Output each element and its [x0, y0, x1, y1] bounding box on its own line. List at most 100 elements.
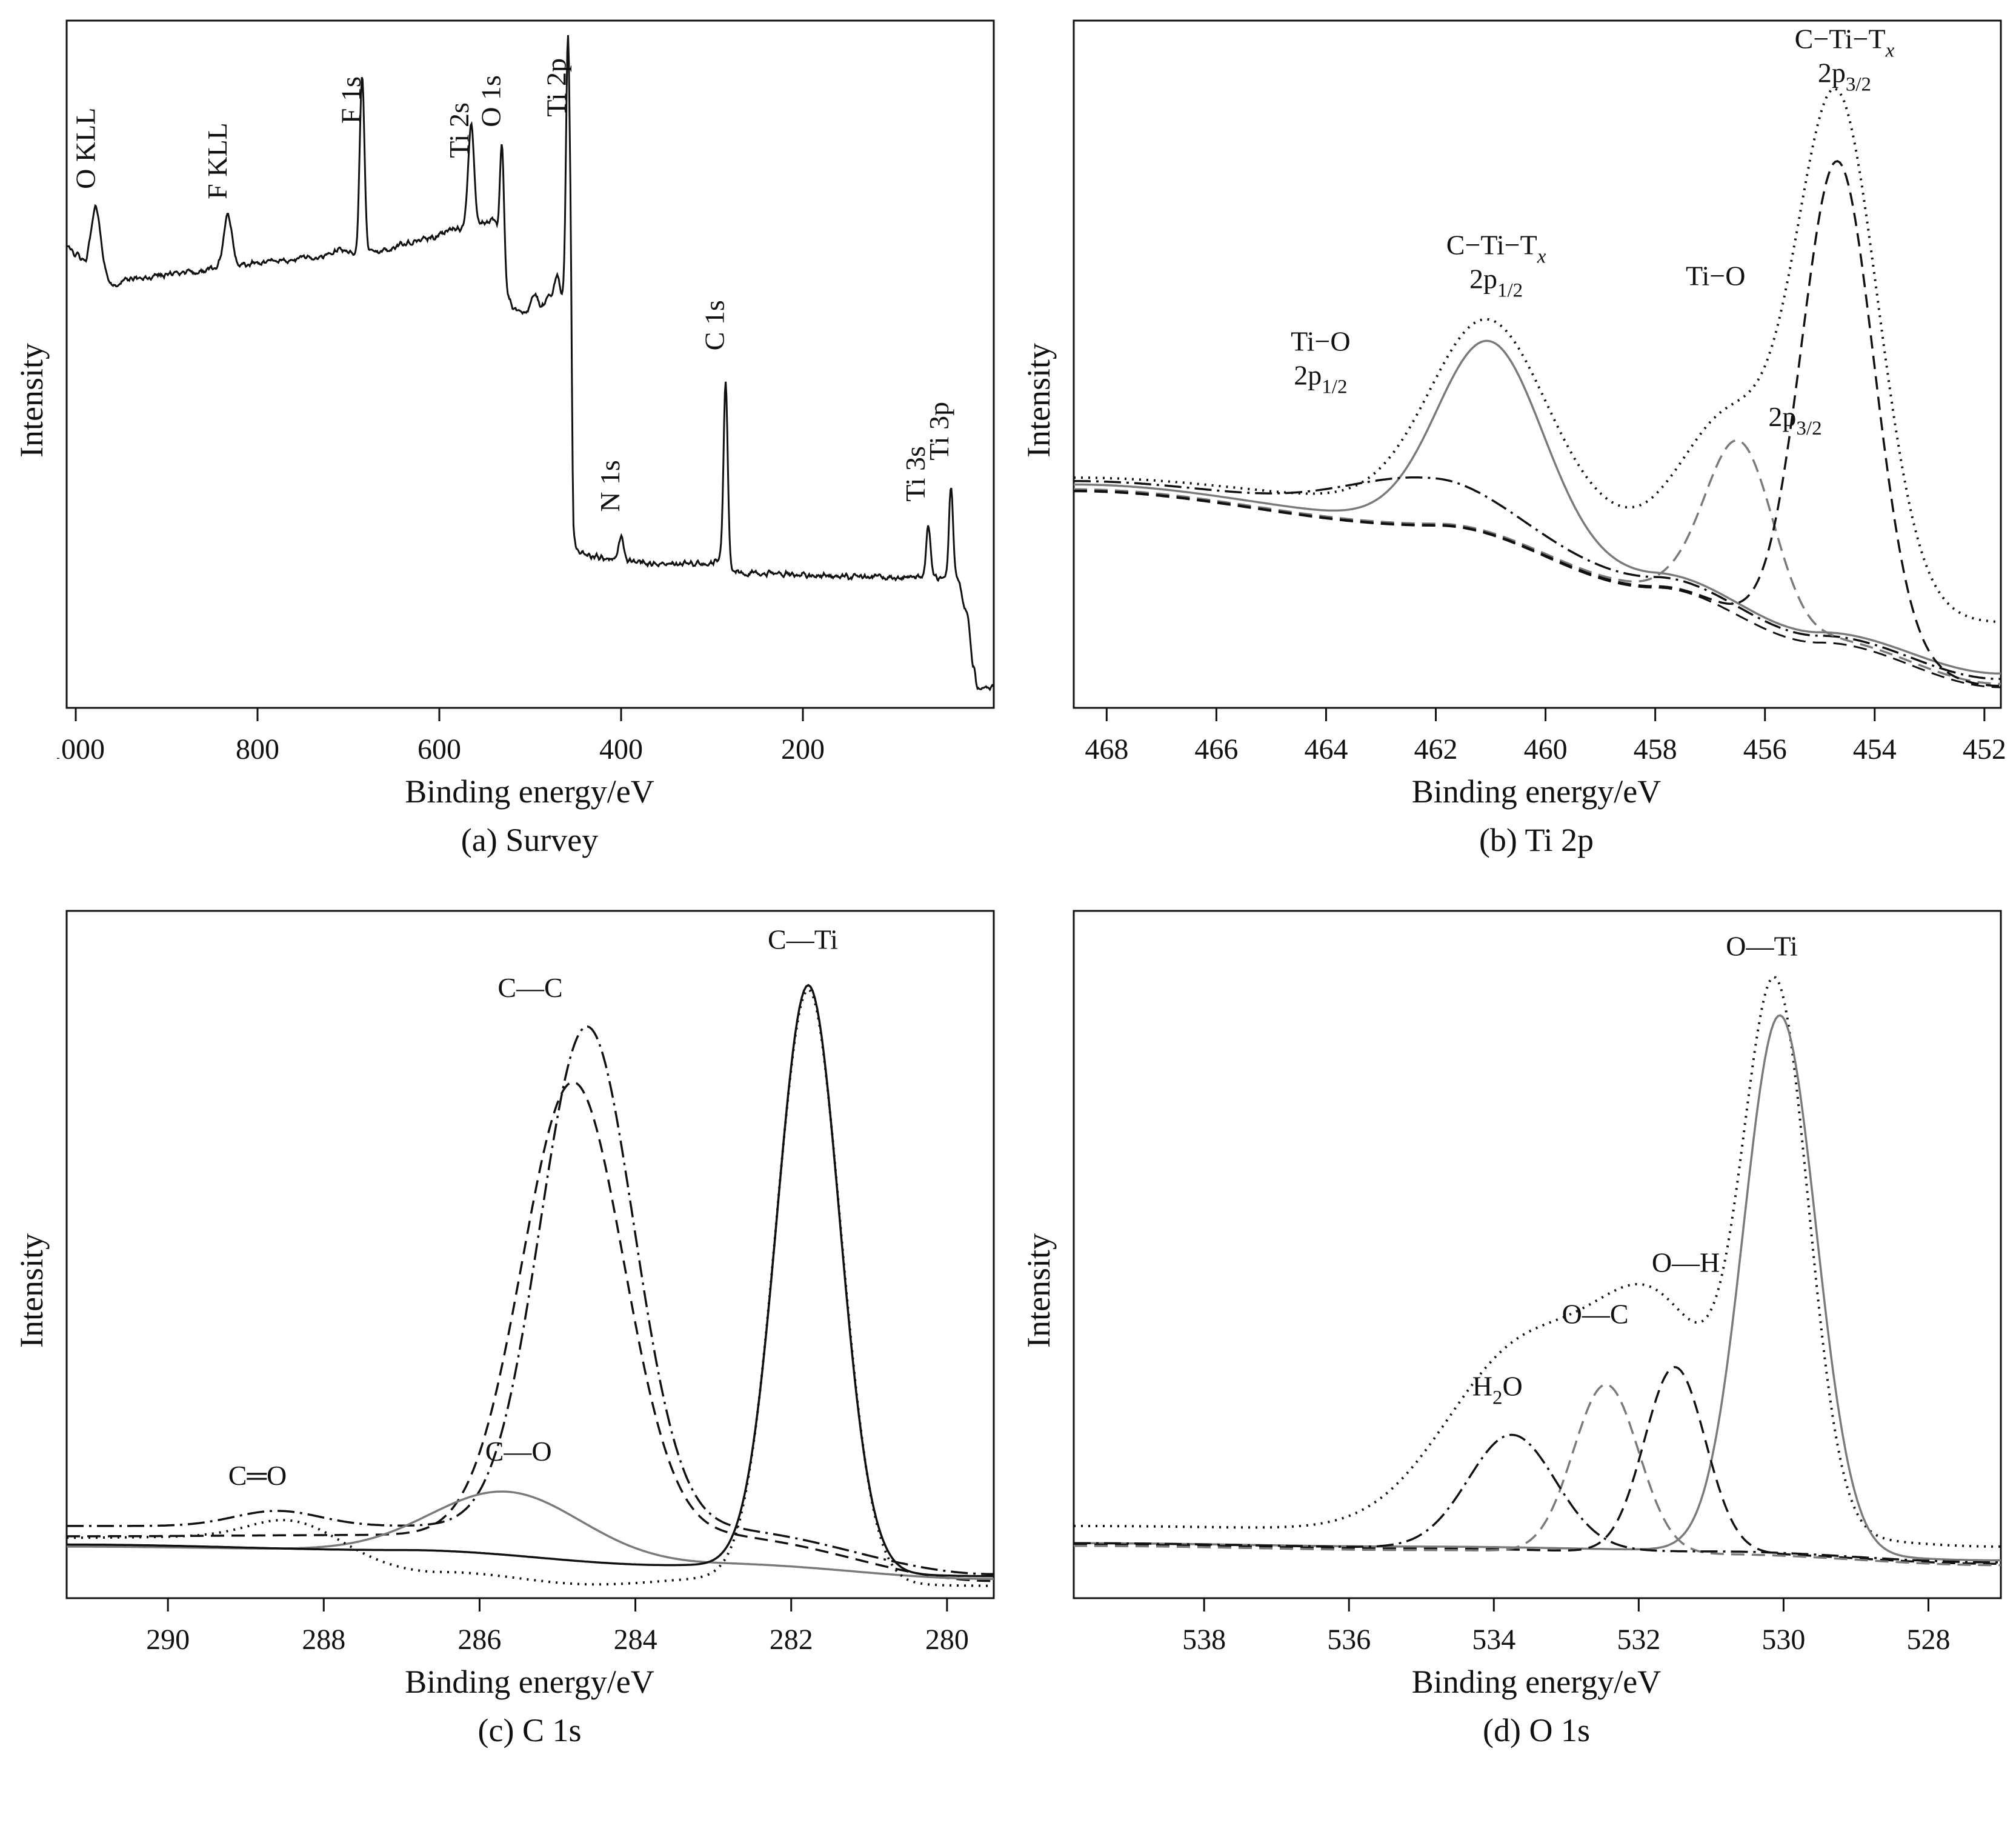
ti2p-spectrum-plot: 468 466 464 462 460 458 456 454 452Ti−O2p1/2C−Ti…	[1073, 19, 2006, 765]
svg-text:C═O: C═O	[228, 1460, 287, 1491]
label-ti-o: Ti−O	[1686, 261, 1745, 292]
series-c-c-fit-dashdot	[67, 1025, 994, 1576]
y-axis-label: Intensity	[1020, 343, 1057, 458]
series-c-ti-tx-2p1-2-fit	[1073, 339, 2001, 675]
svg-text:F KLL: F KLL	[202, 122, 233, 199]
panel-c-c1s: Intensity 290 288 286 284 282 280 C═O C—C C—O C—T…	[6, 901, 1003, 1749]
series-background	[1073, 490, 2001, 688]
svg-text:Ti−O: Ti−O	[1686, 261, 1745, 292]
svg-text:C—O: C—O	[485, 1436, 552, 1467]
svg-text:F 1s: F 1s	[336, 76, 367, 124]
x-axis-label: Binding energy/eV	[405, 1664, 654, 1700]
svg-text:C−Ti−Tx: C−Ti−Tx	[1446, 230, 1546, 268]
x-tick-label: 534	[1472, 1624, 1515, 1656]
x-axis-label: Binding energy/eV	[405, 773, 654, 810]
plot-frame	[1073, 910, 2001, 1599]
x-tick-label: 532	[1617, 1624, 1660, 1656]
x-tick-label: 538	[1182, 1624, 1226, 1656]
label-h2o: H2O	[1472, 1370, 1522, 1408]
svg-text:2p1/2: 2p1/2	[1294, 359, 1347, 398]
x-tick-label: 400	[599, 733, 643, 765]
peak-label-c-1s: C 1s	[699, 300, 730, 350]
svg-text:O—Ti: O—Ti	[1726, 931, 1797, 962]
panel-d-o1s: Intensity 538 536 534 532 530 528 O—Ti O—H O—C H2…	[1013, 901, 2011, 1749]
svg-text:N 1s: N 1s	[594, 460, 625, 512]
label-o-h: O—H	[1651, 1247, 1719, 1278]
label-c-c: C—C	[497, 972, 562, 1003]
plot-frame	[65, 19, 995, 709]
svg-text:O 1s: O 1s	[476, 75, 507, 127]
peak-label-ti-3p: Ti 3p	[923, 402, 954, 461]
x-tick-label: 288	[302, 1624, 345, 1656]
peak-label-f-1s: F 1s	[336, 76, 367, 124]
x-tick-label: 200	[781, 733, 825, 765]
x-tick-label: 452	[1962, 733, 2006, 765]
plot-frame	[1073, 19, 2001, 709]
label-c-double-bond-o: C═O	[228, 1460, 287, 1491]
panel-caption: (a) Survey	[461, 822, 599, 858]
x-tick-label: 460	[1523, 733, 1567, 765]
x-tick-label: 290	[146, 1624, 190, 1656]
svg-text:2p3/2: 2p3/2	[1817, 57, 1871, 95]
x-tick-label: 528	[1906, 1624, 1950, 1656]
series-c-ti-fit	[67, 984, 994, 1578]
y-axis-label: Intensity	[1020, 1233, 1057, 1348]
x-tick-label: 462	[1414, 733, 1457, 765]
svg-text:2p3/2: 2p3/2	[1768, 401, 1821, 439]
x-tick-label: 530	[1762, 1624, 1805, 1656]
x-tick-label: 464	[1304, 733, 1348, 765]
peak-label-o-1s: O 1s	[476, 75, 507, 127]
panel-caption: (c) C 1s	[477, 1712, 582, 1748]
x-tick-label: 466	[1194, 733, 1238, 765]
series-o-h-fit	[1073, 1366, 2001, 1565]
svg-text:Ti 3s: Ti 3s	[900, 446, 931, 502]
plot-frame	[65, 910, 995, 1599]
x-tick-label: 286	[457, 1624, 501, 1656]
label-o-ti: O—Ti	[1726, 931, 1797, 962]
series-h2o-fit	[1073, 1433, 2001, 1564]
o1s-spectrum-plot: 538 536 534 532 530 528 O—Ti O—H O—C H2O	[1073, 910, 2001, 1656]
svg-text:C—Ti: C—Ti	[768, 924, 838, 955]
x-tick-label: 454	[1852, 733, 1896, 765]
svg-text:O—H: O—H	[1651, 1247, 1719, 1278]
x-tick-label: 600	[418, 733, 461, 765]
panel-a-survey: Intensity 1000 800 600 400 200 O KLL F KLL F 1s…	[6, 11, 1003, 859]
svg-text:O—C: O—C	[1562, 1298, 1628, 1329]
x-tick-label: 280	[925, 1624, 969, 1656]
panel-b-ti2p: Intensity 468 466 464 462 460 458 456 454 452 Ti−…	[1013, 11, 2011, 859]
svg-text:Ti 3p: Ti 3p	[923, 402, 954, 461]
x-tick-label: 800	[236, 733, 279, 765]
svg-text:C—C: C—C	[497, 972, 562, 1003]
x-tick-label: 536	[1327, 1624, 1371, 1656]
peak-label-n-1s: N 1s	[594, 460, 625, 512]
x-tick-label: 282	[770, 1624, 813, 1656]
svg-text:Ti 2p: Ti 2p	[541, 58, 572, 117]
series-c-ti-tx-2p3-2-fit	[1073, 160, 2001, 687]
x-tick-label: 284	[614, 1624, 657, 1656]
x-tick-label: 456	[1743, 733, 1786, 765]
x-tick-label: 468	[1085, 733, 1128, 765]
survey-spectrum-plot: 1000 800 600 400 200 O KLL F KLL F 1s Ti 2sO 1s T…	[57, 19, 995, 765]
svg-text:C 1s: C 1s	[699, 300, 730, 350]
peak-label-ti-2p: Ti 2p	[541, 58, 572, 117]
peak-label-o-kll: O KLL	[70, 108, 101, 189]
series-survey-spectrum	[67, 35, 994, 692]
panel-caption: (b) Ti 2p	[1479, 822, 1594, 858]
peak-label-f-kll: F KLL	[202, 122, 233, 199]
y-axis-label: Intensity	[13, 343, 50, 458]
series-experimental	[1073, 975, 2001, 1548]
peak-label-ti-3s: Ti 3s	[900, 446, 931, 502]
svg-text:Ti−O: Ti−O	[1291, 325, 1350, 356]
series-experimental	[1073, 87, 2001, 623]
label-2p3-2: 2p3/2	[1768, 401, 1821, 439]
svg-text:C−Ti−Tx: C−Ti−Tx	[1794, 23, 1894, 61]
y-axis-label: Intensity	[13, 1233, 50, 1348]
series-ti-o-2p1-2-fit	[1073, 476, 2001, 681]
svg-text:Ti 2s: Ti 2s	[444, 102, 474, 158]
x-axis-label: Binding energy/eV	[1411, 773, 1662, 810]
series-ti-o-2p3-2-fit	[1073, 439, 2001, 685]
series-c-c-fit-dash	[67, 1081, 994, 1582]
